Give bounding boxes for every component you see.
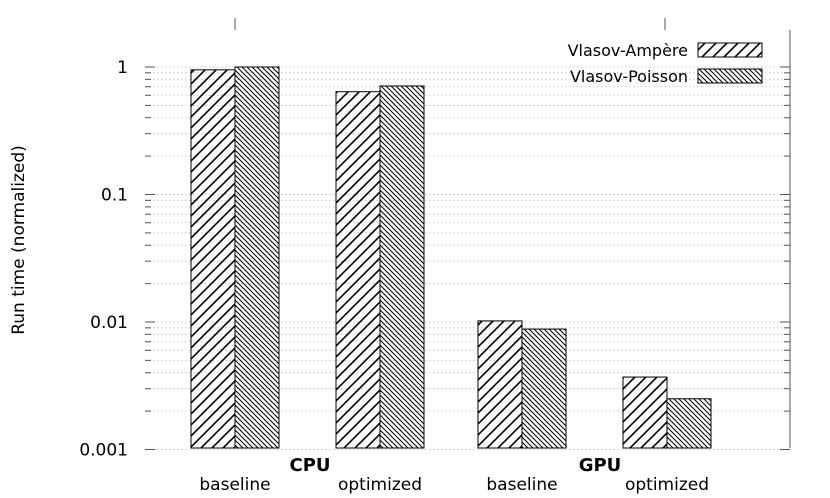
y-tick-label: 1 bbox=[117, 58, 128, 78]
legend: Vlasov-Ampère Vlasov-Poisson bbox=[568, 41, 763, 86]
y-tick-label: 0.1 bbox=[101, 186, 128, 206]
legend-label: Vlasov-Ampère bbox=[568, 41, 688, 60]
x-category-label: optimized bbox=[338, 475, 422, 495]
bar-vlasov-ampere bbox=[335, 91, 381, 449]
bar-vlasov-ampere bbox=[477, 320, 523, 449]
bar-vlasov-poisson bbox=[234, 66, 280, 449]
legend-swatch bbox=[697, 68, 763, 84]
axes: 1 0.1 0.01 0.001 baseline optimized baseline op… bbox=[79, 18, 791, 495]
y-tick-label: 0.01 bbox=[90, 313, 128, 333]
bar-vlasov-ampere bbox=[190, 69, 236, 449]
x-category-label: optimized bbox=[625, 475, 709, 495]
x-group-label: GPU bbox=[579, 455, 622, 476]
x-category-label: baseline bbox=[199, 475, 270, 495]
y-axis-label: Run time (normalized) bbox=[9, 145, 29, 335]
bar-vlasov-poisson bbox=[379, 85, 425, 449]
x-category-label: baseline bbox=[486, 475, 557, 495]
legend-label: Vlasov-Poisson bbox=[570, 67, 688, 86]
bars bbox=[190, 66, 712, 449]
bar-vlasov-ampere bbox=[622, 376, 668, 449]
y-tick-label: 0.001 bbox=[79, 441, 128, 461]
grid bbox=[145, 66, 790, 450]
x-group-label: CPU bbox=[289, 455, 330, 476]
bar-vlasov-poisson bbox=[666, 398, 712, 449]
legend-swatch bbox=[697, 42, 763, 58]
bar-vlasov-poisson bbox=[521, 328, 567, 449]
